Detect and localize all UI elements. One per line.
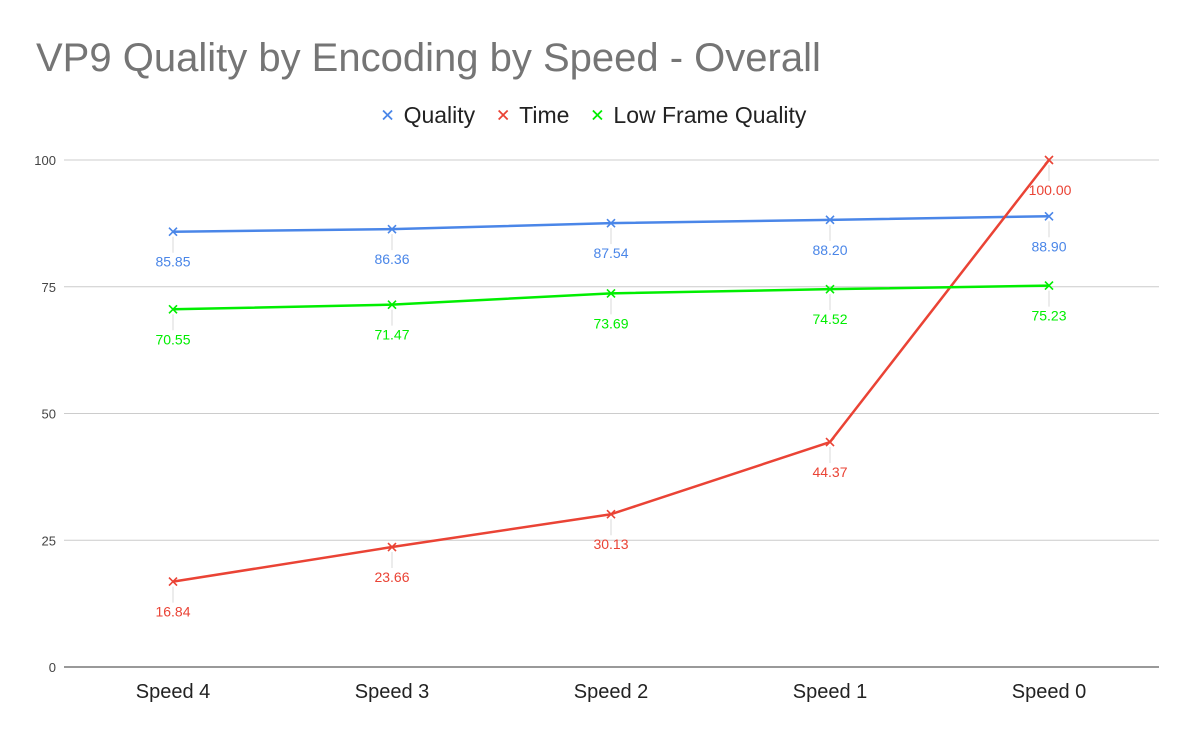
y-tick-label: 0 — [49, 660, 56, 675]
data-point-low-frame-quality — [825, 284, 835, 294]
data-point-time — [168, 577, 178, 587]
data-label-low-frame-quality: 74.52 — [812, 311, 847, 327]
data-point-time — [825, 437, 835, 447]
legend-label: Low Frame Quality — [613, 102, 807, 128]
legend-label: Quality — [404, 102, 476, 128]
data-point-quality — [168, 227, 178, 237]
data-point-low-frame-quality — [1044, 281, 1054, 291]
data-label-quality: 88.90 — [1031, 238, 1066, 254]
x-tick-label: Speed 1 — [793, 681, 868, 703]
x-tick-label: Speed 3 — [355, 681, 430, 703]
x-tick-label: Speed 4 — [136, 681, 211, 703]
data-label-low-frame-quality: 70.55 — [155, 331, 190, 347]
data-point-low-frame-quality — [387, 300, 397, 310]
data-point-time — [606, 509, 616, 519]
data-label-time: 44.37 — [812, 464, 847, 480]
series-group — [168, 155, 1054, 587]
data-label-time: 23.66 — [374, 569, 409, 585]
data-label-time: 30.13 — [593, 536, 628, 552]
legend-label: Time — [519, 102, 569, 128]
y-tick-label: 75 — [42, 280, 56, 295]
x-axis-ticks: Speed 4 Speed 3 Speed 2 Speed 1 Speed 0 — [136, 681, 1087, 703]
legend-item-time: Time — [498, 102, 569, 128]
y-tick-label: 100 — [34, 153, 56, 168]
legend-marker-icon — [498, 109, 509, 121]
data-point-time — [1044, 155, 1054, 165]
chart-legend: Quality Time Low Frame Quality — [382, 102, 807, 128]
data-point-low-frame-quality — [606, 288, 616, 298]
x-tick-label: Speed 2 — [574, 681, 649, 703]
legend-marker-icon — [592, 109, 603, 121]
data-labels: 85.85 86.36 87.54 88.20 88.90 16.84 23.66 30.13… — [155, 182, 1071, 620]
data-label-quality: 88.20 — [812, 242, 847, 258]
legend-item-low-frame-quality: Low Frame Quality — [592, 102, 807, 128]
data-point-quality — [387, 224, 397, 234]
x-tick-label: Speed 0 — [1012, 681, 1087, 703]
y-tick-label: 25 — [42, 533, 56, 548]
data-point-quality — [606, 218, 616, 228]
y-axis-ticks: 0 25 50 75 100 — [34, 153, 56, 675]
data-label-quality: 87.54 — [593, 245, 628, 261]
legend-marker-icon — [382, 109, 393, 121]
legend-item-quality: Quality — [382, 102, 476, 128]
data-point-time — [387, 542, 397, 552]
chart-title: VP9 Quality by Encoding by Speed - Overa… — [36, 36, 821, 80]
data-label-time: 100.00 — [1029, 182, 1072, 198]
data-point-low-frame-quality — [168, 304, 178, 314]
data-label-time: 16.84 — [155, 604, 190, 620]
data-point-quality — [825, 215, 835, 225]
data-point-quality — [1044, 211, 1054, 221]
y-tick-label: 50 — [42, 407, 56, 422]
data-label-quality: 85.85 — [155, 254, 190, 270]
data-label-low-frame-quality: 75.23 — [1031, 308, 1066, 324]
label-leader-lines — [172, 165, 1050, 603]
data-label-low-frame-quality: 71.47 — [374, 327, 409, 343]
data-label-quality: 86.36 — [374, 251, 409, 267]
gridlines — [64, 159, 1159, 668]
data-label-low-frame-quality: 73.69 — [593, 315, 628, 331]
